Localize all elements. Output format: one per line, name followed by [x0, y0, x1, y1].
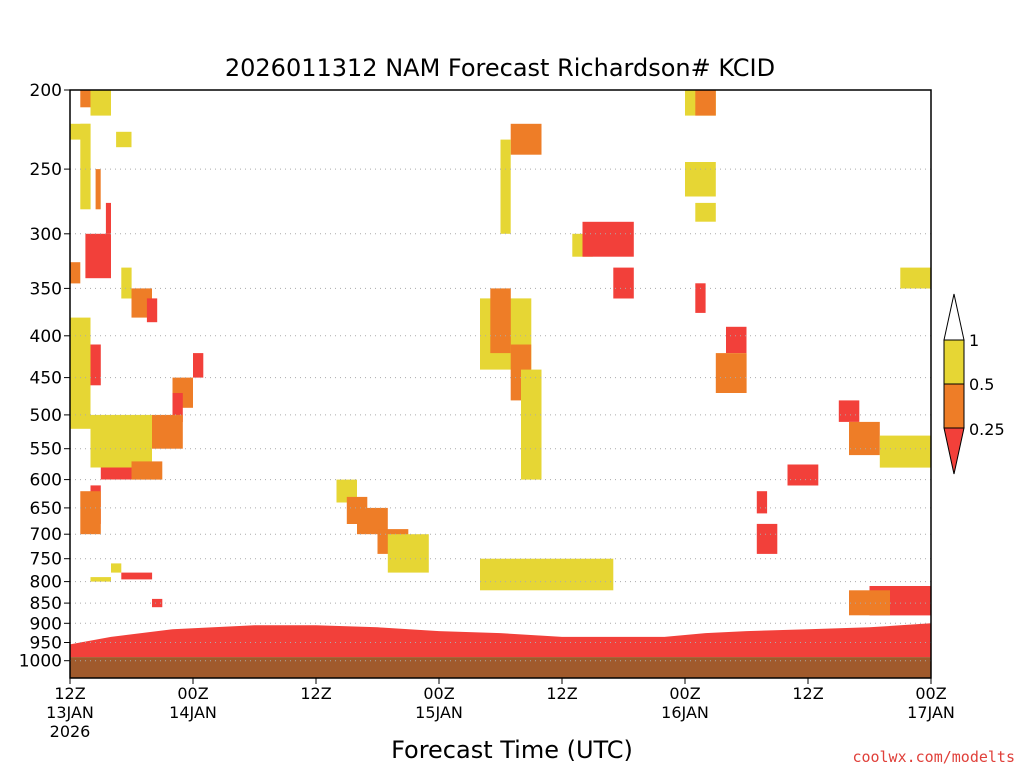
- plot-frame: [69, 89, 932, 679]
- data-cells: [70, 90, 932, 616]
- ri-cell-47: [726, 326, 747, 354]
- legend-threshold-1: 0.5: [969, 375, 994, 394]
- ri-cell-22: [80, 491, 101, 535]
- gridlines: [70, 168, 931, 662]
- legend-bin-gt1: [943, 293, 965, 341]
- ri-cell-48: [715, 353, 747, 393]
- y-tick-label-450: 450: [30, 369, 62, 389]
- x-tick-label-7-0: 00Z: [915, 684, 946, 703]
- ri-cell-54: [879, 435, 932, 468]
- y-tick-label-500: 500: [30, 406, 62, 426]
- ri-cell-7: [105, 202, 111, 234]
- y-tick-label-600: 600: [30, 471, 62, 491]
- ri-cell-5: [116, 131, 132, 148]
- ri-cell-36: [510, 123, 542, 155]
- ri-cell-4: [95, 169, 101, 210]
- ri-cell-16: [193, 353, 204, 378]
- ri-cell-19: [90, 414, 152, 468]
- x-tick-label-3-0: 00Z: [423, 684, 454, 703]
- ri-cell-41: [480, 558, 614, 591]
- x-tick-label-4-0: 12Z: [546, 684, 577, 703]
- y-tick-label-900: 900: [30, 614, 62, 634]
- y-tick-label-950: 950: [30, 634, 62, 654]
- ri-cell-25: [90, 577, 111, 582]
- y-tick-label-400: 400: [30, 327, 62, 347]
- ri-cell-3: [80, 123, 91, 210]
- x-tick-label-5-1: 16JAN: [661, 703, 709, 722]
- y-tick-label-200: 200: [30, 81, 62, 101]
- ri-cell-55: [900, 267, 932, 289]
- x-tick-label-7-1: 17JAN: [907, 703, 955, 722]
- y-tick-label-700: 700: [30, 525, 62, 545]
- ri-cell-53: [849, 421, 880, 456]
- x-tick-label-0-0: 12Z: [54, 684, 85, 703]
- y-tick-label-650: 650: [30, 499, 62, 519]
- ri-cell-11: [121, 267, 132, 299]
- ri-cell-10: [70, 317, 91, 429]
- ri-cell-44: [685, 162, 716, 197]
- y-tick-label-300: 300: [30, 225, 62, 245]
- ri-cell-8: [70, 262, 81, 284]
- ri-cell-31: [387, 534, 429, 573]
- legend-threshold-2: 0.25: [969, 420, 1005, 439]
- y-tick-label-550: 550: [30, 440, 62, 460]
- ri-cell-39: [582, 221, 634, 257]
- x-tick-label-5-0: 00Z: [669, 684, 700, 703]
- ri-cell-50: [756, 523, 778, 554]
- y-axis: 200 250 300 350 400 450 500 550 600 650 700 750 8008…: [19, 81, 70, 672]
- ri-cell-2: [90, 90, 111, 116]
- y-tick-label-800: 800: [30, 573, 62, 593]
- ri-cell-51: [787, 464, 819, 486]
- ri-cell-43: [695, 90, 716, 116]
- y-tick-label-850: 850: [30, 594, 62, 614]
- ri-cell-13: [146, 298, 158, 323]
- ri-cell-23: [111, 563, 122, 573]
- x-tick-label-6-0: 12Z: [792, 684, 823, 703]
- ground-layer: [70, 657, 931, 678]
- credit-text: coolwx.com/modelts: [852, 748, 1015, 766]
- y-tick-label-1000: 1000: [19, 652, 62, 672]
- legend-threshold-0: 1: [969, 331, 979, 350]
- ri-cell-24: [121, 572, 153, 580]
- ri-cell-6: [85, 233, 111, 279]
- ri-cell-49: [756, 491, 768, 514]
- ri-cell-17: [152, 414, 183, 449]
- ri-cell-35: [521, 369, 542, 480]
- x-axis-label: Forecast Time (UTC): [391, 736, 633, 764]
- ri-cell-26: [152, 598, 163, 608]
- ri-cell-37: [500, 139, 511, 234]
- ri-cell-15: [172, 393, 183, 422]
- x-tick-label-1-0: 00Z: [177, 684, 208, 703]
- legend-bin-yellow: [943, 339, 965, 385]
- ri-cell-40: [613, 267, 634, 299]
- ri-cell-20: [131, 461, 163, 480]
- y-tick-label-350: 350: [30, 279, 62, 299]
- ri-cell-52: [838, 400, 860, 422]
- ri-cell-12: [131, 288, 152, 318]
- colorbar-legend: 1 0.5 0.25: [943, 293, 1005, 475]
- boundary-layer: [70, 623, 931, 658]
- x-tick-label-1-1: 14JAN: [169, 703, 217, 722]
- ri-cell-45: [695, 202, 716, 222]
- x-tick-label-3-1: 15JAN: [415, 703, 463, 722]
- chart-title: 2026011312 NAM Forecast Richardson# KCID: [225, 54, 775, 82]
- ground-fill: [70, 657, 931, 678]
- legend-bin-orange: [943, 383, 965, 429]
- y-tick-label-750: 750: [30, 550, 62, 570]
- boundary-layer-band: [70, 623, 931, 658]
- plot-area: [69, 89, 932, 679]
- x-tick-label-2-0: 12Z: [300, 684, 331, 703]
- ri-cell-27: [336, 479, 357, 503]
- legend-bin-red: [943, 427, 965, 475]
- y-tick-label-250: 250: [30, 160, 62, 180]
- ri-cell-46: [695, 283, 706, 313]
- x-tick-label-0-1: 13JAN: [46, 703, 94, 722]
- ri-cell-33: [490, 288, 511, 354]
- x-tick-label-0-2: 2026: [50, 722, 91, 741]
